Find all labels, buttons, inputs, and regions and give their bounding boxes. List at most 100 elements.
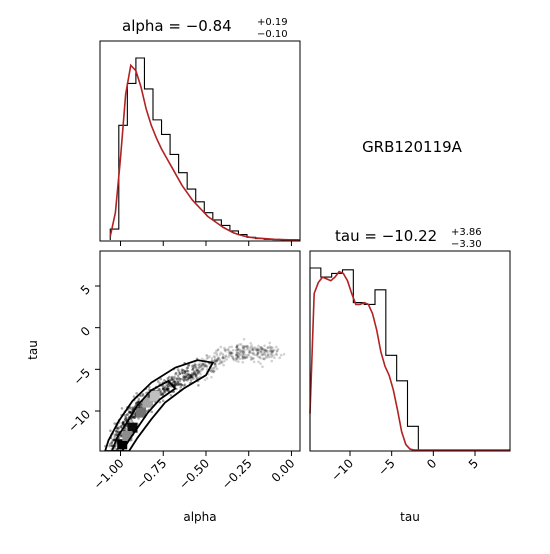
scatter-point <box>113 435 117 439</box>
scatter-point <box>197 371 200 375</box>
scatter-point <box>172 380 176 384</box>
scatter-point <box>124 451 127 454</box>
scatter-point <box>189 373 193 377</box>
scatter-point <box>238 343 241 346</box>
scatter-point <box>201 362 205 366</box>
scatter-point <box>130 419 133 422</box>
scatter-point <box>268 355 271 359</box>
tau-ytick-label: −5 <box>71 366 93 388</box>
scatter-point <box>236 354 240 358</box>
scatter-point <box>212 366 216 370</box>
scatter-point <box>148 386 151 389</box>
scatter-point <box>228 345 231 349</box>
scatter-point <box>259 345 263 349</box>
scatter-point <box>216 348 220 352</box>
scatter-point <box>181 371 185 375</box>
scatter-point <box>202 363 205 367</box>
scatter-point <box>116 427 120 431</box>
scatter-point <box>236 348 240 352</box>
scatter-point <box>159 393 162 397</box>
scatter-point <box>159 377 163 381</box>
scatter-point <box>186 377 190 381</box>
scatter-point <box>191 371 194 375</box>
scatter-point <box>170 378 173 382</box>
scatter-point <box>256 348 260 352</box>
scatter-point <box>174 371 178 375</box>
alpha-title-plus: +0.19 <box>257 17 288 28</box>
scatter-point <box>177 376 181 380</box>
scatter-point <box>241 353 245 356</box>
scatter-point <box>225 358 229 361</box>
scatter-point <box>269 352 272 356</box>
scatter-point <box>133 412 136 416</box>
scatter-point <box>256 351 260 355</box>
scatter-point <box>114 429 118 433</box>
scatter-point <box>253 346 257 349</box>
scatter-point <box>252 352 255 356</box>
scatter-point <box>271 346 274 350</box>
scatter-point <box>236 348 239 351</box>
scatter-point <box>256 353 259 356</box>
scatter-point <box>193 363 197 367</box>
scatter-point <box>243 345 247 349</box>
scatter-point <box>190 375 194 379</box>
scatter-point <box>136 400 140 404</box>
scatter-point <box>270 346 273 349</box>
scatter-point <box>132 416 136 419</box>
alpha-xtick-label: −0.25 <box>219 456 255 492</box>
scatter-point <box>252 360 256 364</box>
scatter-point <box>221 356 224 359</box>
scatter-point <box>248 351 252 354</box>
alpha-kde-curve <box>109 63 301 241</box>
scatter-point <box>185 366 189 370</box>
scatter-point <box>133 415 136 419</box>
scatter-point <box>260 346 264 350</box>
scatter-point <box>218 358 221 361</box>
scatter-point <box>228 351 232 355</box>
scatter-point <box>196 372 199 375</box>
scatter-point <box>137 417 140 420</box>
scatter-point <box>131 406 135 409</box>
scatter-point <box>255 348 258 352</box>
scatter-point <box>213 359 217 363</box>
scatter-point <box>247 350 251 353</box>
scatter-point <box>227 353 231 356</box>
scatter-point <box>187 373 191 377</box>
scatter-point <box>166 376 170 380</box>
scatter-point <box>197 371 200 374</box>
scatter-point <box>257 349 261 352</box>
scatter-point <box>256 350 260 354</box>
scatter-point <box>219 360 222 364</box>
scatter-point <box>200 367 203 371</box>
scatter-point <box>175 377 178 380</box>
scatter-point <box>274 345 278 349</box>
scatter-point <box>160 391 164 395</box>
scatter-point <box>249 341 253 345</box>
scatter-point <box>268 345 272 348</box>
scatter-point <box>272 354 275 357</box>
scatter-point <box>230 351 234 355</box>
scatter-point <box>262 348 266 351</box>
scatter-point <box>247 353 251 357</box>
scatter-point <box>161 392 165 396</box>
scatter-point <box>213 361 217 364</box>
scatter-point <box>224 348 227 351</box>
scatter-point <box>178 379 181 383</box>
scatter-point <box>235 350 239 354</box>
tau-xtick-label: 5 <box>466 456 481 471</box>
scatter-point <box>124 415 128 419</box>
scatter-point <box>205 353 208 357</box>
tau-title-plus: +3.86 <box>451 227 482 238</box>
scatter-point <box>167 389 170 393</box>
scatter-point <box>260 348 264 351</box>
scatter-point <box>252 346 255 350</box>
scatter-point <box>111 455 114 458</box>
scatter-point <box>259 356 262 360</box>
scatter-point <box>110 444 114 447</box>
scatter-point <box>133 416 136 419</box>
scatter-point <box>110 441 114 445</box>
scatter-point <box>199 365 203 369</box>
scatter-point <box>191 373 195 376</box>
scatter-point <box>162 390 166 394</box>
scatter-point <box>256 347 260 350</box>
